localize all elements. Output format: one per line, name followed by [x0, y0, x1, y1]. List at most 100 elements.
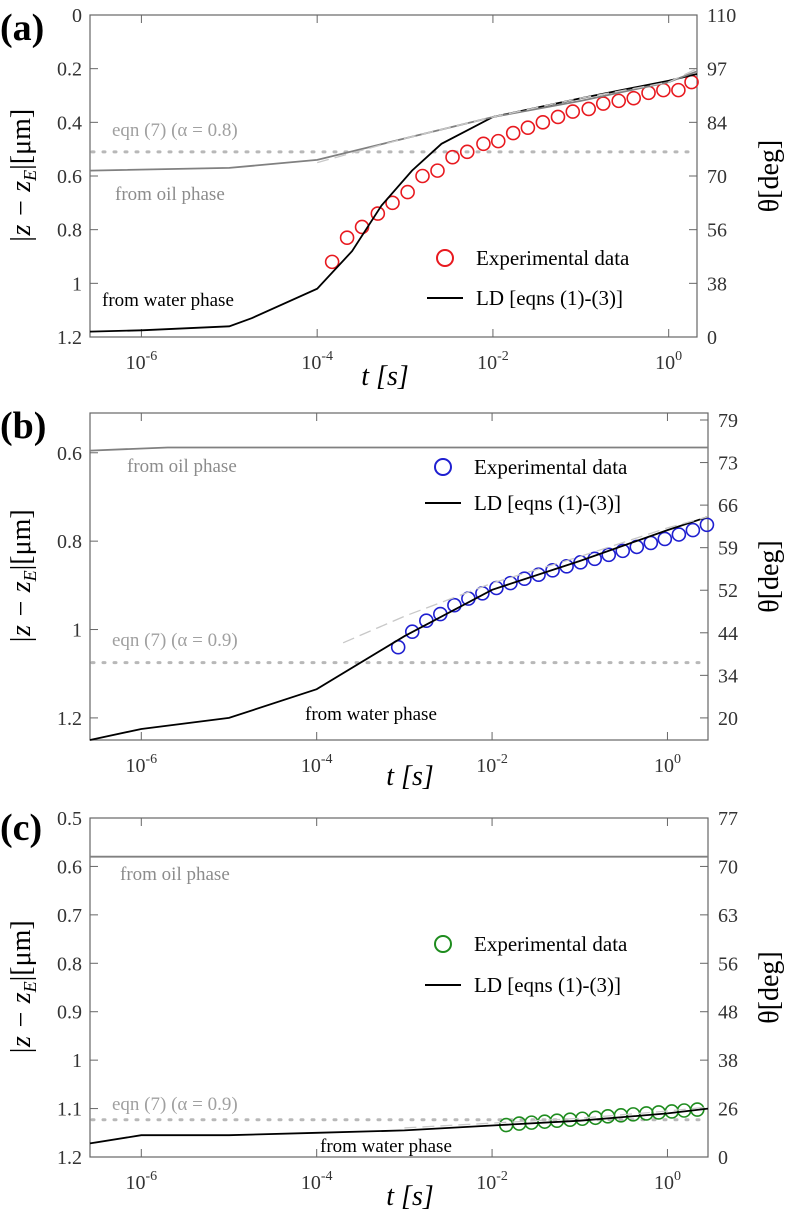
- annotation: from water phase: [320, 1136, 452, 1157]
- y2-tick-label: 77: [718, 808, 738, 830]
- legend-label: Experimental data: [474, 932, 628, 956]
- data-point: [503, 575, 518, 591]
- annotation: eqn (7) (α = 0.8): [112, 120, 238, 141]
- x-tick-label: 10-6: [126, 349, 158, 374]
- data-point: [565, 104, 581, 119]
- data-point: [684, 74, 699, 90]
- legend-marker: [434, 935, 452, 953]
- x-tick-label: 100: [655, 349, 682, 374]
- data-point: [611, 93, 627, 109]
- y-tick-label: 0.8: [57, 953, 82, 975]
- x-tick-base: 10: [476, 755, 496, 777]
- x-tick-exponent: -6: [145, 752, 157, 767]
- data-point: [517, 571, 532, 587]
- annotation: from oil phase: [127, 456, 237, 477]
- y-tick-label: 0.8: [57, 531, 82, 553]
- x-tick-base: 10: [654, 755, 674, 777]
- x-tick-exponent: -4: [321, 349, 333, 364]
- x-tick-exponent: 0: [674, 752, 681, 767]
- y2-tick-label: 52: [718, 580, 738, 602]
- y-label-part: |[μm]: [6, 920, 37, 981]
- x-tick-exponent: -4: [321, 1169, 333, 1184]
- y-tick-label: 1.2: [57, 708, 82, 730]
- data-point: [671, 527, 687, 542]
- data-point: [447, 597, 462, 613]
- x-tick-label: 10-4: [301, 1169, 333, 1194]
- x-tick-exponent: -2: [496, 1169, 508, 1184]
- annotation: from water phase: [102, 290, 234, 311]
- y-label-part: |[μm]: [6, 509, 37, 570]
- x-tick-base: 10: [125, 755, 145, 777]
- data-point: [671, 82, 686, 98]
- legend-marker: [434, 458, 452, 476]
- y-label-part: |z − z: [6, 992, 37, 1054]
- y-tick-label: 0.8: [57, 220, 82, 242]
- data-point: [324, 254, 340, 270]
- data-point: [445, 149, 460, 165]
- data-point: [615, 543, 631, 559]
- x-tick-exponent: -6: [145, 1169, 157, 1184]
- y-tick-label: 0.6: [57, 166, 82, 188]
- x-tick-base: 10: [476, 1172, 496, 1194]
- legend-marker: [436, 249, 454, 267]
- data-point: [430, 163, 445, 178]
- y-tick-label: 0.4: [57, 112, 82, 134]
- annotation: from oil phase: [120, 864, 230, 885]
- data-point: [601, 547, 617, 563]
- y2-tick-label: 44: [718, 623, 738, 645]
- annotation: eqn (7) (α = 0.9): [112, 1094, 238, 1115]
- x-tick-base: 10: [301, 755, 321, 777]
- y-tick-label: 1: [72, 273, 82, 295]
- x-tick-base: 10: [654, 1172, 674, 1194]
- x-tick-label: 100: [654, 1169, 681, 1194]
- plot-frame: [89, 817, 709, 1158]
- curve: [89, 446, 708, 452]
- x-tick-label: 10-2: [476, 752, 508, 777]
- x-tick-base: 10: [125, 1172, 145, 1194]
- data-point: [651, 1105, 666, 1120]
- x-tick-exponent: -6: [146, 349, 158, 364]
- y-axis-label: |z − zE|[μm]: [6, 920, 40, 1054]
- x-tick-exponent: 0: [675, 349, 682, 364]
- data-point: [505, 125, 521, 141]
- y-label-sub: E: [20, 170, 40, 182]
- data-point: [339, 230, 355, 246]
- y-tick-label: 1: [72, 620, 82, 642]
- x-tick-label: 10-6: [125, 1169, 157, 1194]
- y-tick-label: 0.5: [57, 808, 82, 830]
- data-point: [535, 115, 551, 130]
- y2-tick-label: 0: [707, 327, 717, 349]
- x-tick-label: 10-2: [477, 349, 509, 374]
- y2-tick-label: 48: [718, 1002, 738, 1024]
- data-point: [459, 144, 475, 160]
- data-point: [400, 184, 415, 200]
- y-tick-label: 1.1: [57, 1099, 82, 1121]
- curve: [404, 1106, 709, 1129]
- panel-label: (c): [0, 807, 42, 849]
- y-label-part: |[μm]: [6, 109, 37, 170]
- legend-label: Experimental data: [474, 455, 628, 479]
- data-point: [685, 522, 701, 538]
- y-axis-label: |z − zE|[μm]: [6, 509, 40, 643]
- data-point: [415, 168, 430, 184]
- panel: 10-6 10-4 10-2 1000.60.811.2797366595244342…: [0, 405, 785, 792]
- plot-frame: [89, 412, 709, 741]
- legend-label: Experimental data: [476, 246, 630, 270]
- data-point: [559, 559, 574, 574]
- y2-tick-label: 59: [718, 538, 738, 560]
- data-point: [520, 120, 536, 135]
- legend-label: LD [eqns (1)-(3)]: [476, 286, 623, 310]
- y2-tick-label: 38: [707, 273, 727, 295]
- x-axis-label: t [s]: [361, 361, 408, 392]
- data-point: [385, 195, 400, 211]
- y2-tick-label: 97: [707, 59, 727, 81]
- data-point: [531, 567, 546, 583]
- x-tick-base: 10: [301, 1172, 321, 1194]
- y2-tick-label: 34: [718, 665, 738, 687]
- x-tick-label: 10-6: [125, 752, 157, 777]
- y-label-part: |z − z: [6, 181, 37, 243]
- data-point: [595, 96, 611, 111]
- legend-label: LD [eqns (1)-(3)]: [474, 973, 621, 997]
- x-tick-base: 10: [477, 352, 497, 374]
- y-tick-label: 1.2: [57, 327, 82, 349]
